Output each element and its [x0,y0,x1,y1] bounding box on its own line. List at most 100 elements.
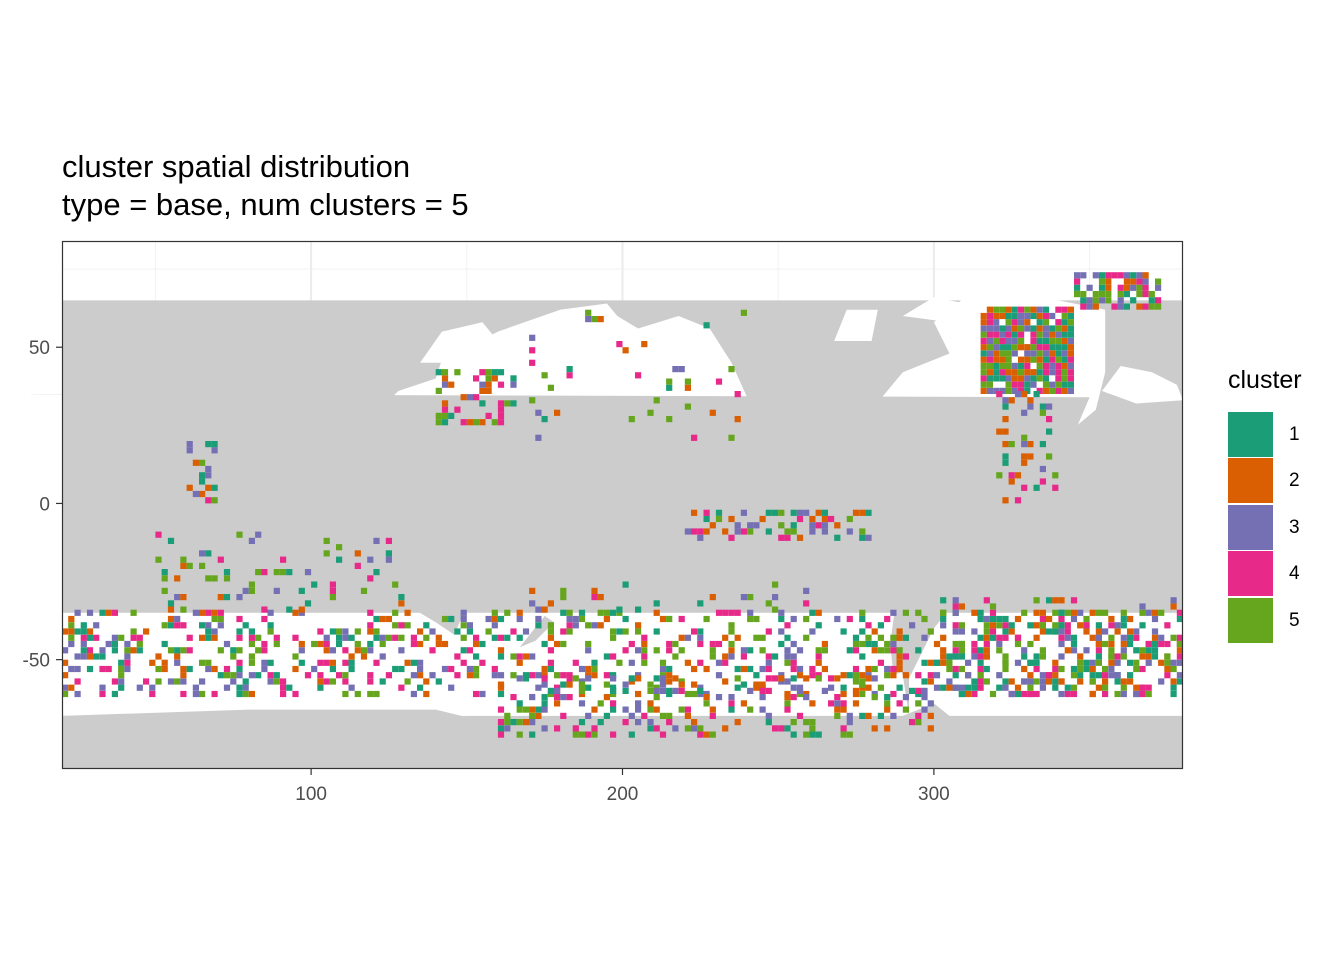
cluster-cell [1095,659,1102,666]
cluster-cell [124,640,131,648]
cluster-cell [927,700,934,707]
cluster-cell [946,665,953,673]
cluster-cell [1123,272,1130,279]
cluster-cell [1139,665,1146,673]
cluster-cell [1127,628,1134,635]
cluster-cell [1014,472,1022,479]
cluster-cell [217,647,224,654]
cluster-cell [1018,375,1025,382]
cluster-cell [971,690,978,698]
cluster-cell [834,694,841,701]
cluster-cell [1139,653,1146,660]
cluster-cell [958,690,965,698]
cluster-cell [298,587,305,594]
cluster-cell [336,628,343,635]
cluster-cell [697,634,704,641]
cluster-cell [180,556,187,563]
cluster-cell [1008,690,1015,698]
cluster-cell [1117,291,1124,298]
cluster-cell [809,719,816,726]
cluster-cell [622,615,629,623]
cluster-cell [1027,672,1034,679]
cluster-cell [983,615,990,623]
cluster-cell [367,672,374,679]
cluster-cell [884,665,891,673]
cluster-cell [236,665,243,673]
cluster-cell [859,615,866,623]
cluster-cell [535,615,542,623]
cluster-cell [989,690,997,698]
cluster-cell [1005,312,1012,320]
cluster-cell [765,719,772,726]
cluster-cell [896,647,903,654]
cluster-cell [1018,312,1025,320]
cluster-cell [541,640,548,648]
cluster-cell [68,640,75,648]
cluster-cell [547,647,554,654]
cluster-cell [497,672,505,679]
cluster-cell [304,600,312,607]
cluster-cell [803,694,810,701]
cluster-cell [398,634,405,641]
cluster-cell [1055,350,1062,357]
cluster-cell [986,350,993,357]
cluster-cell [1005,331,1012,338]
cluster-cell [286,684,293,691]
cluster-cell [999,387,1006,394]
cluster-cell [753,681,760,688]
cluster-cell [999,375,1006,382]
x-axis: 100 200 300 [295,769,950,805]
cluster-cell [1018,331,1025,338]
cluster-cell [566,622,573,629]
cluster-cell [398,684,405,691]
cluster-cell [784,706,791,713]
cluster-cell [1151,640,1159,648]
cluster-cell [1142,278,1149,285]
cluster-cell [1120,647,1127,654]
cluster-cell [491,622,498,629]
ocean-area [420,322,498,363]
cluster-cell [1002,634,1009,641]
cluster-cell [111,678,118,685]
cluster-cell [1095,640,1102,648]
cluster-cell [1120,678,1127,685]
cluster-cell [367,628,374,635]
cluster-cell [342,659,349,666]
cluster-cell [871,694,878,701]
cluster-cell [255,647,262,654]
cluster-cell [186,665,193,673]
cluster-cell [902,653,909,660]
cluster-cell [261,640,268,648]
cluster-cell [186,484,193,491]
cluster-cell [1114,690,1121,698]
cluster-cell [1055,331,1062,338]
cluster-cell [174,653,181,660]
cluster-cell [1061,381,1068,388]
cluster-cell [410,640,417,648]
cluster-cell [852,675,860,682]
cluster-cell [759,665,766,673]
cluster-cell [479,400,486,407]
cluster-cell [491,369,498,376]
cluster-cell [1067,337,1074,345]
cluster-cell [1027,678,1034,685]
cluster-cell [1024,362,1031,369]
cluster-cell [192,459,199,466]
cluster-cell [180,665,187,673]
cluster-cell [728,515,735,523]
cluster-cell [1039,672,1046,679]
cluster-cell [105,640,112,648]
cluster-cell [980,350,987,357]
cluster-cell [479,690,486,698]
cluster-cell [1067,319,1074,326]
cluster-cell [273,640,280,648]
cluster-cell [1052,484,1059,491]
cluster-cell [1011,337,1018,345]
cluster-cell [199,472,206,479]
cluster-cell [622,347,629,354]
cluster-cell [255,531,262,538]
cluster-cell [603,653,610,660]
cluster-cell [1011,312,1018,320]
cluster-cell [999,331,1006,338]
cluster-cell [641,712,648,719]
